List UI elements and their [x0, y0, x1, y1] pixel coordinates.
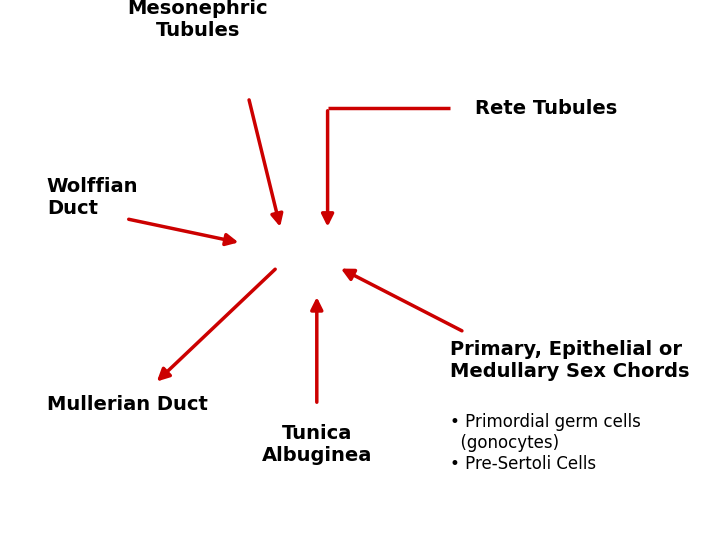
Text: Wolffian
Duct: Wolffian Duct	[47, 177, 138, 218]
Text: • Primordial germ cells
  (gonocytes)
• Pre-Sertoli Cells: • Primordial germ cells (gonocytes) • Pr…	[450, 413, 641, 472]
Text: Rete Tubules: Rete Tubules	[475, 98, 618, 118]
Text: Tunica
Albuginea: Tunica Albuginea	[261, 424, 372, 465]
Text: Mesonephric
Tubules: Mesonephric Tubules	[127, 0, 269, 40]
Text: Primary, Epithelial or
Medullary Sex Chords: Primary, Epithelial or Medullary Sex Cho…	[450, 340, 690, 381]
Text: Mullerian Duct: Mullerian Duct	[47, 395, 207, 415]
